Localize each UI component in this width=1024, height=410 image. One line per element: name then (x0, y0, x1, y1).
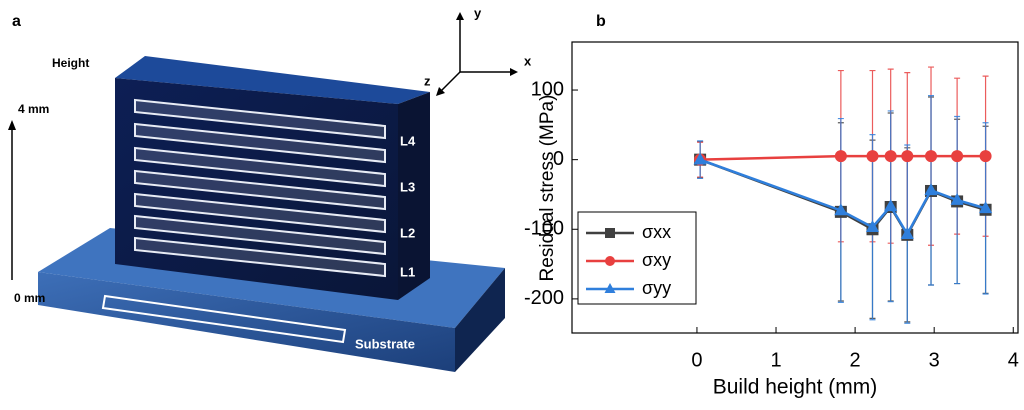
axis-name: y (474, 5, 482, 20)
legend-label: σyy (642, 278, 671, 298)
coord-axes (440, 18, 512, 92)
x-tick-label: 3 (929, 349, 940, 371)
y-tick-label: 0 (553, 148, 564, 170)
panel-b: b Build height (mm) Residual stress (MPa… (524, 13, 1019, 398)
series-line (700, 160, 985, 235)
layer-label: L1 (400, 264, 415, 279)
height-label: Height (52, 56, 89, 70)
arrow-head (510, 68, 518, 76)
marker (835, 150, 847, 162)
figure: a L4 L3 L2 L1 Substrate Height 4 mm 0 mm (0, 0, 1024, 410)
marker (605, 228, 615, 238)
layer-label: L4 (400, 133, 416, 148)
x-tick-label: 0 (691, 349, 702, 371)
panel-label: a (12, 13, 21, 30)
legend-label: σxy (642, 250, 671, 270)
marker (951, 150, 963, 162)
axis-name: z (424, 73, 431, 88)
layer-label: L2 (400, 225, 415, 240)
x-tick-label: 4 (1008, 349, 1019, 371)
marker (925, 150, 937, 162)
arrow-head (456, 12, 464, 20)
top-mark: 4 mm (18, 102, 49, 116)
marker (980, 150, 992, 162)
x-tick-label: 1 (770, 349, 781, 371)
y-tick-label: -100 (524, 218, 564, 240)
bottom-mark: 0 mm (14, 291, 45, 305)
axis-name: x (524, 53, 532, 68)
legend-label: σxx (642, 222, 671, 242)
marker (866, 150, 878, 162)
x-axis-label: Build height (mm) (713, 376, 878, 399)
panel-label: b (596, 13, 606, 30)
substrate-label: Substrate (355, 336, 415, 351)
marker (605, 256, 615, 266)
arrow-head (8, 120, 16, 130)
panel-a: a L4 L3 L2 L1 Substrate Height 4 mm 0 mm (8, 5, 532, 372)
y-tick-label: 100 (531, 78, 564, 100)
marker (901, 150, 913, 162)
y-axis-label: Residual stress (MPa) (537, 95, 558, 282)
x-tick-label: 2 (850, 349, 861, 371)
y-tick-label: -200 (524, 287, 564, 309)
layer-label: L3 (400, 179, 415, 194)
marker (885, 150, 897, 162)
